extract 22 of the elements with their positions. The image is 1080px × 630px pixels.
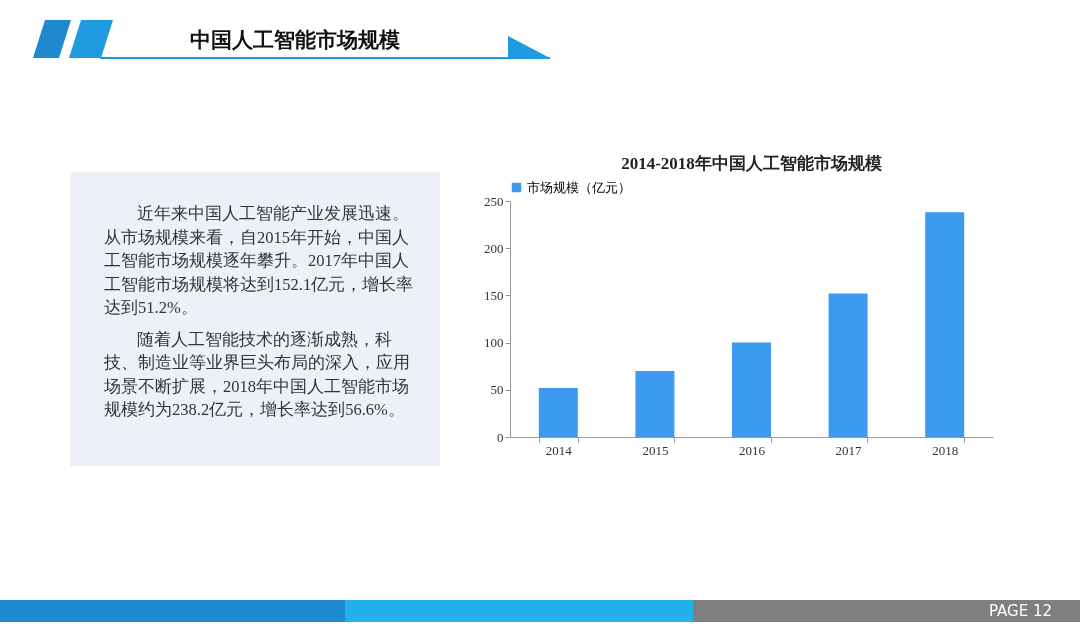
chart-subtitle: 2014-2018年中国人工智能市场规模 — [621, 154, 882, 173]
bar — [828, 293, 868, 437]
bar — [538, 387, 578, 437]
x-tick-label: 2017 — [835, 442, 863, 458]
x-tick-label: 2016 — [739, 442, 766, 458]
bar — [925, 212, 965, 437]
x-tick-label: 2018 — [932, 442, 959, 458]
text: PAGE 12 — [988, 602, 1052, 620]
x-tick-label: 2015 — [642, 442, 669, 458]
text: 随着人工智能技术的逐渐成熟，科技、制造业等业界巨头布局的深入，应用场景不断扩展，2018年中国人工智能市场规模约为238.2亿元，增长率达到56.6%。 — [104, 328, 411, 421]
y-tick-label: 150 — [484, 287, 504, 303]
y-tick-label: 200 — [484, 240, 504, 256]
bar — [732, 342, 771, 437]
text: 近年来中国人工智能产业发展迅速。从市场规模来看，自2015年开始，中国人工智能市场规模逐年攀升。2017年中国人工智能市场规模将达到152.1亿元，增长率达到51.2%。 — [104, 203, 414, 319]
legend-label: 市场规模（亿元） — [527, 179, 631, 195]
bar — [635, 370, 675, 437]
y-tick-label: 50 — [490, 382, 504, 398]
y-tick-label: 0 — [497, 429, 504, 445]
text: 中国人工智能市场规模 — [190, 27, 400, 54]
y-tick-label: 250 — [484, 193, 504, 209]
x-tick-label: 2014 — [545, 442, 573, 458]
y-tick-label: 100 — [484, 335, 504, 351]
